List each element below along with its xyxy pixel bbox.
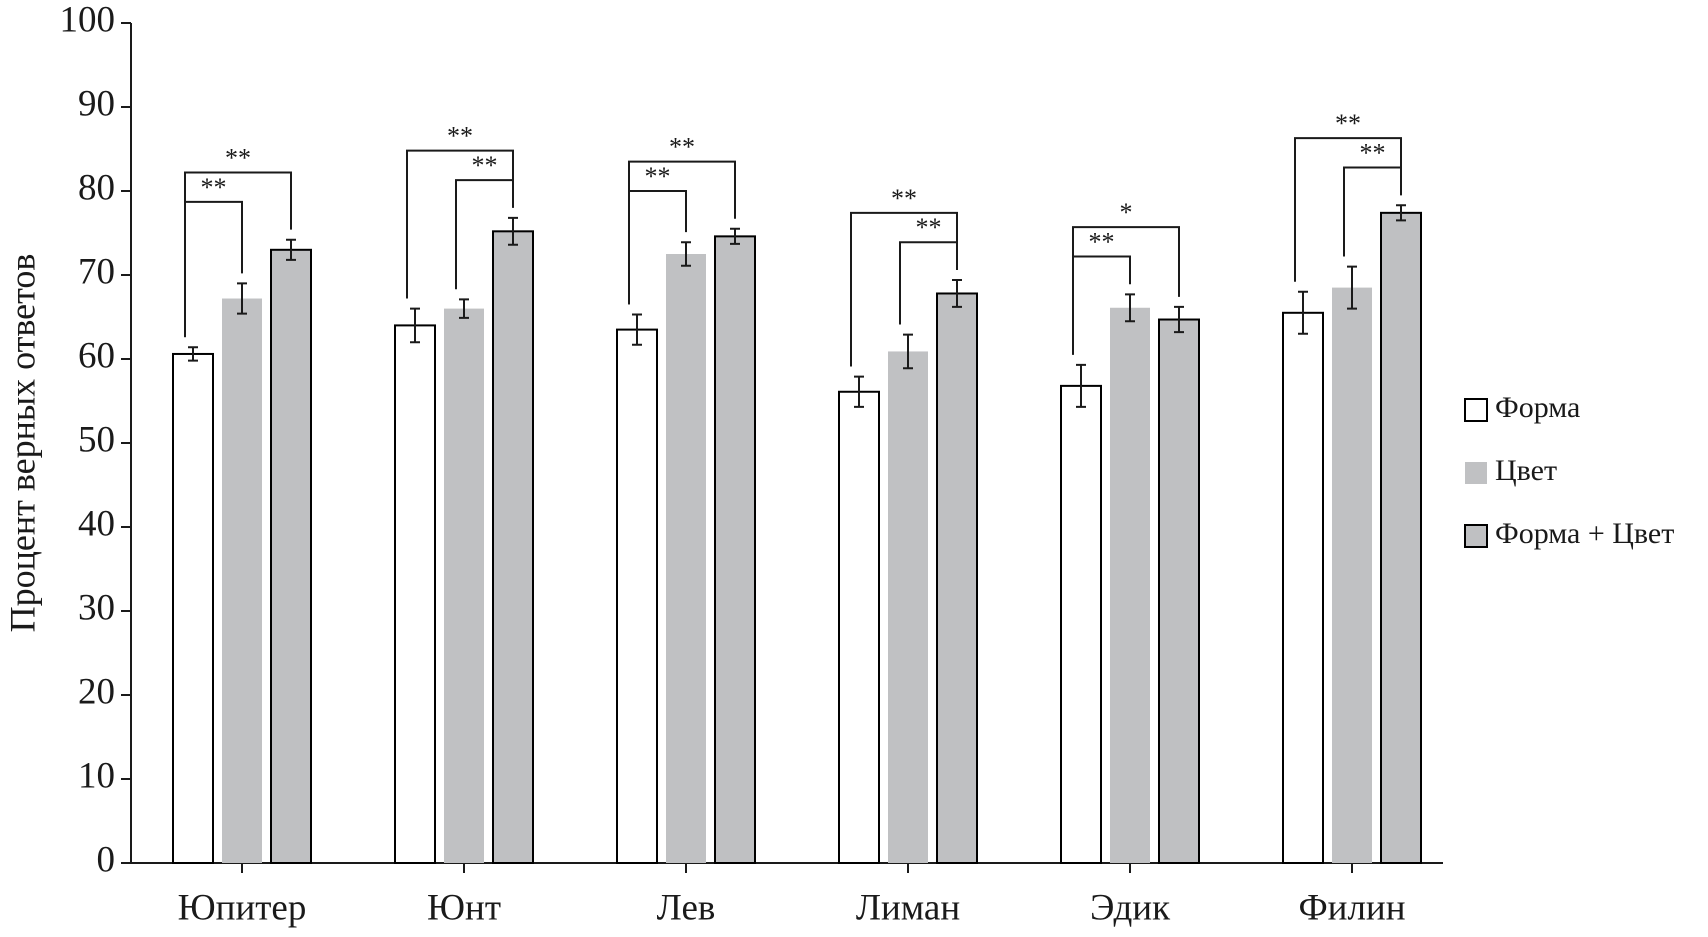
significance-bracket [184,171,292,338]
error-bar [188,346,198,362]
y-tick-label: 100 [60,0,116,40]
x-tick-label: Юпитер [178,887,307,928]
significance-label: ** [1089,227,1115,256]
legend-label: Форма + Цвет [1495,517,1674,550]
bar [1332,287,1372,864]
legend-swatch [1464,398,1488,422]
error-bar [1125,293,1135,323]
bar [1110,307,1150,863]
y-axis-title: Процент верных ответов [2,254,42,633]
significance-label: * [1120,198,1133,227]
legend-swatch [1465,462,1487,484]
y-tick-label: 50 [78,419,115,460]
y-tick-label: 0 [97,839,116,880]
legend-label: Форма [1495,391,1580,424]
error-bar [1396,204,1406,222]
significance-bracket [1072,226,1180,355]
bar [616,328,658,865]
significance-label: ** [472,151,498,180]
bar [394,324,436,864]
bar [444,308,484,864]
y-tick-label: 90 [78,83,115,124]
error-bar [681,241,691,267]
bar [1380,211,1422,864]
bar [270,248,312,865]
bar [888,351,928,863]
significance-bracket [628,160,736,305]
y-tick-label: 10 [78,755,115,796]
y-tick-label: 20 [78,671,115,712]
error-bar [237,282,247,315]
significance-label: ** [916,213,942,242]
error-bar [410,307,420,344]
error-bar [854,375,864,408]
significance-label: ** [891,184,917,213]
bar [1158,318,1200,864]
error-bar [459,298,469,319]
significance-bracket [1294,137,1402,282]
bar [1282,311,1324,864]
error-bar [632,313,642,346]
significance-label: ** [1360,138,1386,167]
error-bar [1076,363,1086,408]
significance-label: ** [447,122,473,151]
x-tick-label: Лиман [856,887,960,928]
error-bar [1174,305,1184,334]
error-bar [508,216,518,246]
significance-bracket [406,149,514,299]
error-bar [1298,290,1308,335]
legend-label: Цвет [1495,454,1557,487]
error-bar [286,238,296,261]
y-tick-label: 40 [78,503,115,544]
significance-label: ** [669,133,695,162]
bar [492,230,534,864]
x-tick-label: Филин [1298,887,1405,928]
significance-label: ** [1335,109,1361,138]
y-tick-label: 80 [78,167,115,208]
error-bar [1347,265,1357,310]
bar [838,390,880,864]
bar [1060,384,1102,864]
significance-label: ** [645,162,671,191]
error-bar [952,279,962,308]
bar [222,298,262,863]
x-tick-label: Юнт [427,887,501,928]
y-tick-label: 70 [78,251,115,292]
y-tick-label: 60 [78,335,115,376]
bar [714,235,756,865]
x-tick-label: Эдик [1090,887,1171,928]
legend-swatch [1464,524,1488,548]
error-bar [730,227,740,245]
y-tick-label: 30 [78,587,115,628]
error-bar [903,333,913,370]
significance-label: ** [201,173,227,202]
x-tick-label: Лев [657,887,716,928]
bar [936,292,978,865]
bar [666,254,706,863]
bar [172,352,214,864]
significance-label: ** [225,143,251,172]
significance-bracket [850,211,958,367]
